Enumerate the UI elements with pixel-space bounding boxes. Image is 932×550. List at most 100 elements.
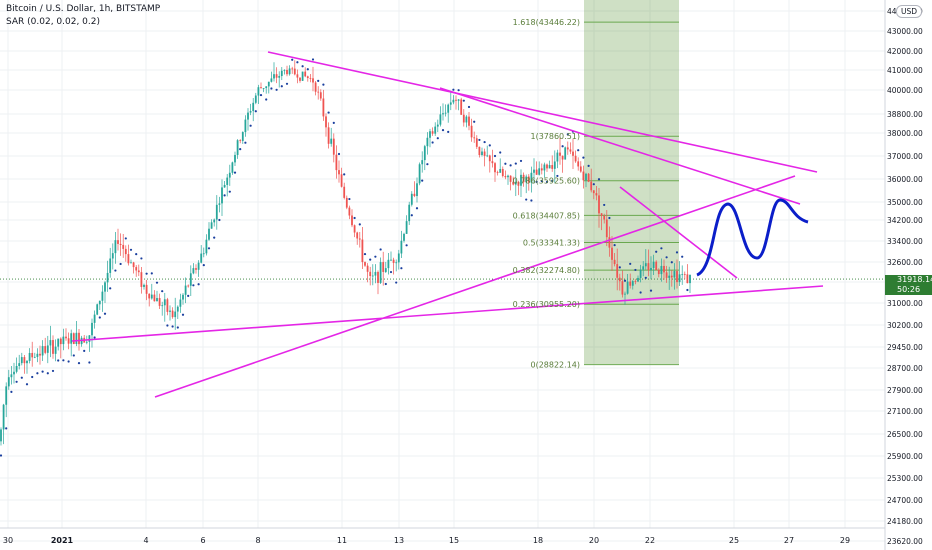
price-tick-label: 38800.00: [887, 110, 923, 119]
sar-dot: [20, 376, 23, 379]
sar-dot: [275, 88, 278, 91]
sar-dot: [311, 58, 315, 61]
sar-dot: [618, 266, 621, 269]
candle-body: [408, 204, 411, 222]
candle-body: [88, 335, 91, 342]
sar-dot: [405, 244, 408, 247]
sar-dot: [233, 171, 237, 174]
candle-body: [171, 310, 174, 318]
candle-body: [192, 268, 195, 274]
candle-body: [205, 239, 208, 254]
sar-dot: [161, 290, 164, 293]
candle-body: [481, 151, 483, 155]
candle-body: [499, 168, 502, 173]
candle-body: [538, 168, 541, 175]
candle-body: [338, 170, 340, 175]
fib-level-label: 0.5(33341.33): [523, 239, 580, 248]
candle-body: [681, 274, 684, 276]
lower-support-line[interactable]: [71, 285, 824, 342]
candle-body: [525, 176, 528, 183]
candle-body: [18, 363, 21, 367]
sar-dot: [343, 173, 346, 176]
candle-body: [566, 147, 569, 150]
sar-dot: [171, 325, 174, 328]
sar-dot: [259, 93, 263, 97]
candle-body: [488, 155, 491, 162]
sar-dot: [306, 68, 309, 71]
sar-dot: [686, 288, 689, 292]
price-tick-label: 28700.00: [887, 364, 923, 373]
candle-body: [20, 357, 23, 364]
time-axis[interactable]: 30 2021 4 6 8 11 13 15 18 20 22 25 27 29: [3, 536, 850, 545]
candle-body: [257, 87, 260, 96]
candle-body: [239, 140, 242, 141]
sar-dot: [504, 162, 507, 165]
candle-body: [559, 152, 561, 156]
sar-dot: [218, 218, 221, 222]
candle-body: [577, 161, 580, 167]
upper-resistance-line-2[interactable]: [439, 87, 801, 205]
candle-body: [28, 352, 31, 361]
candle-body: [379, 262, 382, 283]
countdown-tag: 50:26: [885, 285, 932, 295]
sar-dot: [41, 370, 44, 373]
candle-body: [119, 243, 122, 245]
candle-body: [683, 274, 686, 276]
candle-body: [241, 132, 244, 141]
sar-dot: [545, 180, 549, 184]
sar-dot: [192, 284, 195, 287]
candle-body: [179, 299, 182, 307]
sar-dot: [681, 255, 684, 258]
candle-body: [234, 154, 236, 163]
candle-body: [540, 168, 543, 171]
sar-dot: [587, 164, 590, 167]
indicator-legend[interactable]: SAR (0.02, 0.02, 0.2): [6, 17, 101, 27]
sar-dot: [577, 149, 580, 152]
candle-body: [657, 269, 660, 275]
candle-body: [226, 177, 229, 185]
candle-body: [187, 285, 190, 287]
candle-body: [101, 291, 104, 301]
candle-body: [608, 237, 611, 248]
candle-body: [587, 173, 590, 182]
candle-body: [327, 127, 330, 144]
candle-body: [507, 175, 509, 178]
candle-body: [127, 254, 130, 264]
candle-body: [231, 162, 234, 173]
candle-body: [182, 294, 184, 300]
symbol-title: Bitcoin / U.S. Dollar, 1h, BITSTAMP: [6, 4, 161, 14]
sar-dot: [254, 110, 257, 113]
sar-dot: [369, 258, 372, 261]
candle-body: [478, 146, 481, 155]
candle-body: [65, 336, 67, 339]
upper-resistance-line[interactable]: [267, 51, 818, 173]
sar-dot: [296, 61, 299, 64]
sar-dot: [119, 262, 122, 266]
price-tick-label: 41000.00: [887, 66, 923, 75]
candle-body: [652, 261, 655, 268]
sar-dot: [46, 372, 49, 375]
candle-body: [569, 149, 572, 152]
sar-dot: [415, 207, 419, 210]
sar-dot: [280, 85, 283, 88]
sar-dot: [603, 203, 606, 207]
candle-body: [582, 171, 585, 181]
sar-dot: [452, 88, 455, 91]
candle-body: [556, 152, 559, 162]
short-downtrend-line[interactable]: [619, 186, 738, 279]
sar-dot: [608, 216, 611, 220]
candle-body: [286, 69, 288, 75]
candle-body: [457, 99, 460, 101]
candle-body: [423, 146, 426, 161]
trendlines[interactable]: [71, 51, 824, 398]
price-tick-label: 27900.00: [887, 386, 923, 395]
sar-dot: [426, 163, 429, 166]
candle-body: [169, 310, 171, 312]
rising-support-line[interactable]: [154, 175, 796, 398]
currency-badge[interactable]: USD: [895, 5, 922, 18]
candle-body: [668, 275, 671, 278]
candle-body: [527, 176, 530, 183]
sar-dot: [473, 120, 476, 123]
candle-body: [236, 140, 239, 155]
